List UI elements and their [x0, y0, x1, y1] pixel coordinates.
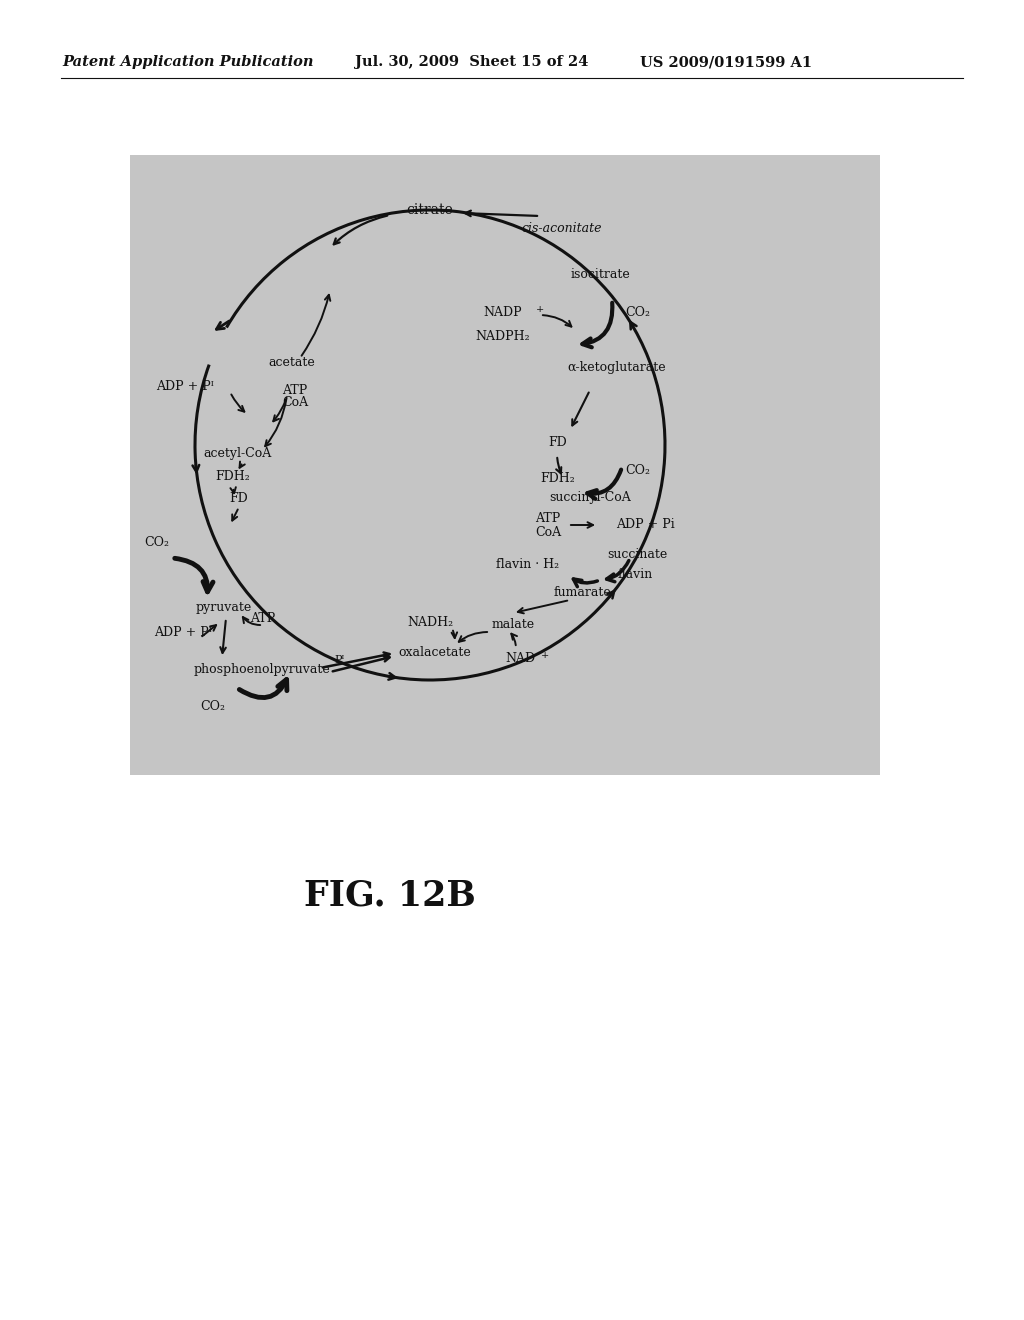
Text: CO₂: CO₂: [144, 536, 170, 549]
Text: flavin: flavin: [617, 569, 652, 582]
Text: NAD: NAD: [505, 652, 536, 664]
Text: oxalacetate: oxalacetate: [398, 645, 471, 659]
Text: acetyl-CoA: acetyl-CoA: [204, 446, 272, 459]
Text: NADPH₂: NADPH₂: [476, 330, 530, 343]
Text: malate: malate: [492, 619, 535, 631]
Text: ADP + Pi: ADP + Pi: [615, 519, 675, 532]
Text: ATP: ATP: [283, 384, 307, 396]
Text: acetate: acetate: [268, 356, 315, 370]
Text: NADH₂: NADH₂: [407, 615, 453, 628]
Text: FIG. 12B: FIG. 12B: [304, 878, 476, 912]
Text: ADP + Pᴵ: ADP + Pᴵ: [156, 380, 214, 393]
Text: +: +: [541, 651, 549, 660]
Text: Patent Application Publication: Patent Application Publication: [62, 55, 313, 69]
Text: ATP: ATP: [536, 511, 560, 524]
Text: α-ketoglutarate: α-ketoglutarate: [567, 362, 667, 375]
Text: ADP + Pᴵ: ADP + Pᴵ: [154, 626, 212, 639]
Text: CO₂: CO₂: [626, 463, 650, 477]
Text: CO₂: CO₂: [201, 700, 225, 713]
Text: FDH₂: FDH₂: [216, 470, 251, 483]
Text: Pᴵ: Pᴵ: [335, 655, 345, 665]
Text: phosphoenolpyruvate: phosphoenolpyruvate: [194, 664, 331, 676]
Text: FD: FD: [229, 491, 249, 504]
Bar: [130, 154, 880, 775]
Text: CoA: CoA: [535, 527, 561, 540]
Text: Jul. 30, 2009  Sheet 15 of 24: Jul. 30, 2009 Sheet 15 of 24: [355, 55, 589, 69]
Text: cis-aconitate: cis-aconitate: [522, 222, 602, 235]
Text: isocitrate: isocitrate: [570, 268, 630, 281]
Text: fumarate: fumarate: [553, 586, 611, 598]
Text: succinyl-CoA: succinyl-CoA: [549, 491, 631, 504]
Text: ATP: ATP: [251, 611, 275, 624]
Text: FD: FD: [549, 437, 567, 450]
Text: succinate: succinate: [607, 549, 667, 561]
Text: pyruvate: pyruvate: [196, 601, 252, 614]
Text: flavin · H₂: flavin · H₂: [497, 558, 559, 572]
Text: CoA: CoA: [282, 396, 308, 409]
Text: NADP: NADP: [483, 306, 522, 319]
Text: +: +: [536, 305, 544, 314]
Text: citrate: citrate: [407, 203, 454, 216]
Text: CO₂: CO₂: [626, 305, 650, 318]
Text: FDH₂: FDH₂: [541, 471, 575, 484]
Text: US 2009/0191599 A1: US 2009/0191599 A1: [640, 55, 812, 69]
